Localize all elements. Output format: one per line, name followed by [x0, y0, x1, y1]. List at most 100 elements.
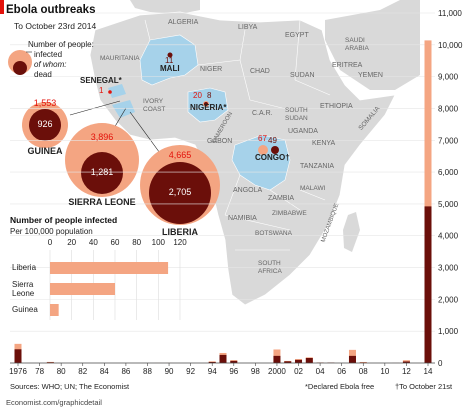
x-tick-label: 98	[251, 367, 260, 376]
label-sudan: SUDAN	[290, 72, 315, 79]
x-tick-label: 08	[359, 367, 368, 376]
year-chart-bars	[14, 40, 432, 364]
senegal-infected-count: 1	[99, 86, 104, 95]
legend-of-whom-label: of whom:	[34, 60, 67, 69]
x-tick-label: 82	[78, 367, 87, 376]
label-kenya: KENYA	[312, 140, 336, 147]
label-yemen: YEMEN	[358, 72, 383, 79]
congo-marker-infected	[258, 145, 268, 155]
x-tick-label: 06	[337, 367, 346, 376]
label-car: C.A.R.	[252, 110, 273, 117]
label-zambia: ZAMBIA	[268, 195, 295, 202]
label-algeria: ALGERIA	[168, 19, 199, 26]
year-bar-dead	[219, 354, 227, 363]
label-congo: CONGO†	[255, 153, 290, 162]
year-bar-chart: 1976 78 80 82 84 86 88 90 92 94 96 98 2000 02 04 06 08 10…	[9, 9, 463, 376]
liberia-label: LIBERIA	[162, 227, 198, 237]
mali-infected-count: 11	[165, 56, 174, 65]
x-tick-label: 86	[121, 367, 130, 376]
per100k-chart: 0 20 40 60 80 100 120	[48, 238, 187, 320]
legend-dead-swatch	[13, 61, 27, 75]
per100k-subtitle: Per 100,000 population	[10, 227, 93, 236]
label-namibia: NAMIBIA	[228, 215, 257, 222]
label-mauritania: MAURITANIA	[100, 55, 140, 62]
label-libya: LIBYA	[238, 24, 258, 31]
legend-swatches	[8, 50, 32, 75]
guinea-dead-value: 926	[37, 119, 53, 129]
per100k-bar	[50, 262, 169, 274]
x-tick-label: 14	[424, 367, 433, 376]
sierra-leone-dead-value: 1,281	[90, 167, 114, 177]
mali-marker-dot	[167, 52, 173, 58]
year-bar-infected	[359, 361, 367, 363]
year-bar-dead	[402, 361, 410, 363]
chart-title: Ebola outbreaks	[6, 4, 96, 16]
year-bar-dead	[230, 360, 238, 363]
per100k-tick-label: 20	[67, 238, 76, 247]
legend-heading: Number of people:	[28, 40, 94, 49]
x-tick-label: 12	[402, 367, 411, 376]
label-nigeria: NIGERIA*	[190, 103, 227, 112]
africa-map	[89, 0, 420, 306]
label-senegal: SENEGAL*	[80, 76, 122, 85]
congo-infected-count: 67	[258, 134, 267, 143]
year-bar-dead	[424, 206, 432, 363]
label-ivory-coast: IVORY COAST	[143, 98, 166, 113]
y-tick-label: 10,000	[438, 41, 463, 50]
guinea-label: GUINEA	[27, 146, 63, 156]
legend-dead-label: dead	[34, 70, 52, 79]
label-egypt: EGYPT	[285, 32, 309, 39]
bubble-liberia-dead	[149, 162, 211, 224]
x-tick-label: 92	[186, 367, 195, 376]
x-tick-label: 90	[165, 367, 174, 376]
x-tick-label: 88	[143, 367, 152, 376]
label-south-africa: SOUTH AFRICA	[258, 260, 282, 275]
accent-bar	[0, 0, 4, 14]
label-ethiopia: ETHIOPIA	[320, 103, 353, 110]
y-tick-label: 6,000	[438, 168, 459, 177]
year-chart-y-ticks: 0 1,000 2,000 3,000 4,000 5,000 6,000 7,000 8,00…	[438, 9, 463, 368]
x-tick-label: 84	[100, 367, 109, 376]
y-tick-label: 8,000	[438, 104, 459, 113]
label-angola: ANGOLA	[233, 187, 263, 194]
ebola-free-note: *Declared Ebola free	[305, 382, 375, 391]
y-tick-label: 5,000	[438, 200, 459, 209]
label-uganda: UGANDA	[288, 128, 318, 135]
west-africa-outbreak-region	[112, 100, 135, 118]
year-bar-dead	[14, 349, 22, 363]
legend: Number of people: infected of whom: dead	[8, 40, 94, 85]
x-tick-label: 02	[294, 367, 303, 376]
sierra-leone-infected-value: 3,896	[90, 132, 114, 142]
bubble-liberia	[140, 145, 220, 225]
europe-landmass	[130, 0, 200, 14]
year-bar-dead	[208, 362, 216, 363]
chart-subtitle: To October 23rd 2014	[14, 21, 97, 31]
senegal-region	[108, 84, 126, 98]
label-mali: MALI	[160, 64, 180, 73]
x-tick-label: 94	[208, 367, 217, 376]
year-chart-gridlines	[10, 12, 435, 332]
x-tick-label: 04	[316, 367, 325, 376]
bubble-guinea-dead	[29, 109, 61, 141]
source-url: Economist.com/graphicdetail	[6, 398, 102, 407]
year-bar-dead	[305, 358, 313, 363]
y-tick-label: 3,000	[438, 264, 459, 273]
year-bar-dead	[273, 355, 281, 363]
x-tick-label: 2000	[268, 367, 286, 376]
year-bar-dead	[348, 355, 356, 363]
per100k-tick-label: 0	[48, 238, 53, 247]
x-tick-label: 10	[380, 367, 389, 376]
per100k-tick-label: 60	[111, 238, 120, 247]
label-malawi: MALAWI	[300, 185, 326, 192]
october-note: †To October 21st	[395, 382, 453, 391]
legend-infected-label: infected	[34, 50, 63, 59]
y-tick-label: 11,000	[438, 9, 462, 18]
bubble-guinea	[22, 102, 68, 148]
per100k-tick-label: 100	[152, 238, 166, 247]
y-tick-label: 9,000	[438, 73, 459, 82]
nigeria-marker-dead	[204, 102, 208, 106]
y-tick-label: 7,000	[438, 136, 459, 145]
y-tick-label: 0	[438, 359, 443, 368]
bubble-sierra-leone-dead	[81, 152, 123, 194]
